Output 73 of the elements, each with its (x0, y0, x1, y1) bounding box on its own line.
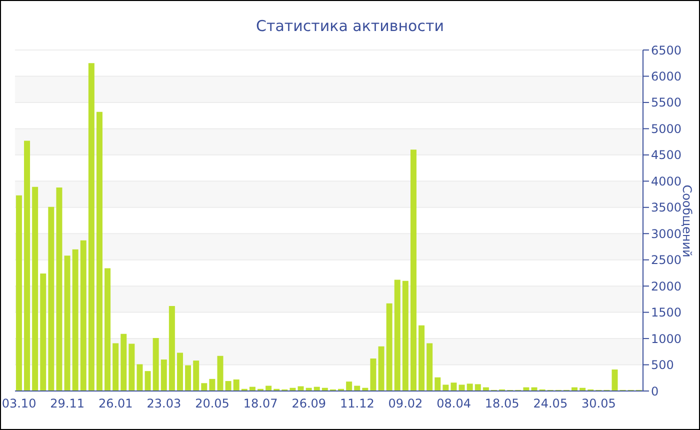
bar (426, 343, 433, 391)
bar (16, 195, 22, 391)
bar (56, 187, 62, 391)
bar (225, 381, 232, 391)
y-tick-label: 0 (651, 384, 659, 398)
y-axis-title: Сообщений (680, 184, 694, 258)
bar (378, 346, 384, 391)
bar (176, 352, 183, 391)
bar (64, 256, 70, 391)
x-tick-label: 18.05 (484, 396, 520, 411)
bar (386, 303, 392, 391)
y-tick-label: 1500 (651, 306, 682, 320)
bar (40, 273, 46, 391)
y-tick-label: 3500 (651, 200, 682, 215)
x-tick-label: 18.07 (243, 396, 278, 411)
bar (209, 378, 216, 391)
bar (80, 240, 86, 391)
chart-title: Статистика активности (255, 17, 445, 35)
x-tick-label: 29.11 (50, 396, 85, 411)
bar (88, 63, 94, 391)
x-tick-label: 24.05 (533, 396, 568, 411)
bar (458, 384, 465, 391)
bar (346, 382, 352, 391)
bar (466, 384, 473, 391)
bar (144, 371, 151, 391)
x-tick-label: 30.05 (582, 396, 616, 411)
y-tick-label: 5500 (651, 96, 682, 110)
bar (160, 360, 167, 391)
bar (217, 356, 224, 391)
bar (394, 280, 400, 391)
bar (136, 364, 143, 391)
bar (152, 338, 159, 391)
y-tick-label: 1000 (651, 332, 682, 346)
bar (434, 377, 441, 391)
bar (128, 344, 135, 391)
y-tick-label: 500 (651, 358, 674, 372)
bar (612, 369, 618, 391)
y-tick-label: 2500 (651, 253, 682, 268)
bar (96, 112, 102, 391)
y-tick-label: 4500 (651, 148, 682, 162)
bar (185, 365, 192, 391)
bar (442, 384, 449, 391)
bar (72, 249, 78, 391)
bar (32, 186, 38, 391)
y-tick-label: 5000 (651, 122, 682, 136)
bar (418, 325, 425, 391)
bar (168, 306, 175, 391)
x-tick-label: 09.02 (388, 396, 423, 411)
bar (474, 384, 481, 391)
bar (201, 383, 208, 391)
bar (233, 379, 240, 391)
bar (112, 343, 119, 391)
x-tick-label: 23.03 (146, 396, 182, 411)
y-tick-label: 4000 (651, 174, 682, 188)
y-tick-label: 6000 (651, 69, 682, 84)
bar (410, 150, 416, 391)
x-tick-label: 11.12 (340, 396, 374, 411)
bar (450, 382, 457, 391)
y-tick-label: 6500 (651, 43, 682, 58)
bar (370, 358, 376, 391)
x-tick-label: 26.09 (292, 396, 326, 411)
bar (104, 268, 111, 391)
y-tick-label: 3000 (651, 226, 682, 241)
x-tick-label: 03.10 (2, 396, 36, 411)
bar (193, 360, 200, 391)
x-tick-label: 26.01 (98, 396, 133, 411)
x-tick-label: 20.05 (195, 396, 230, 411)
bar (402, 280, 408, 391)
bar (120, 334, 127, 391)
x-tick-label: 08.04 (436, 396, 471, 411)
y-tick-label: 2000 (651, 279, 682, 294)
bar (48, 206, 54, 391)
bar (24, 140, 30, 391)
